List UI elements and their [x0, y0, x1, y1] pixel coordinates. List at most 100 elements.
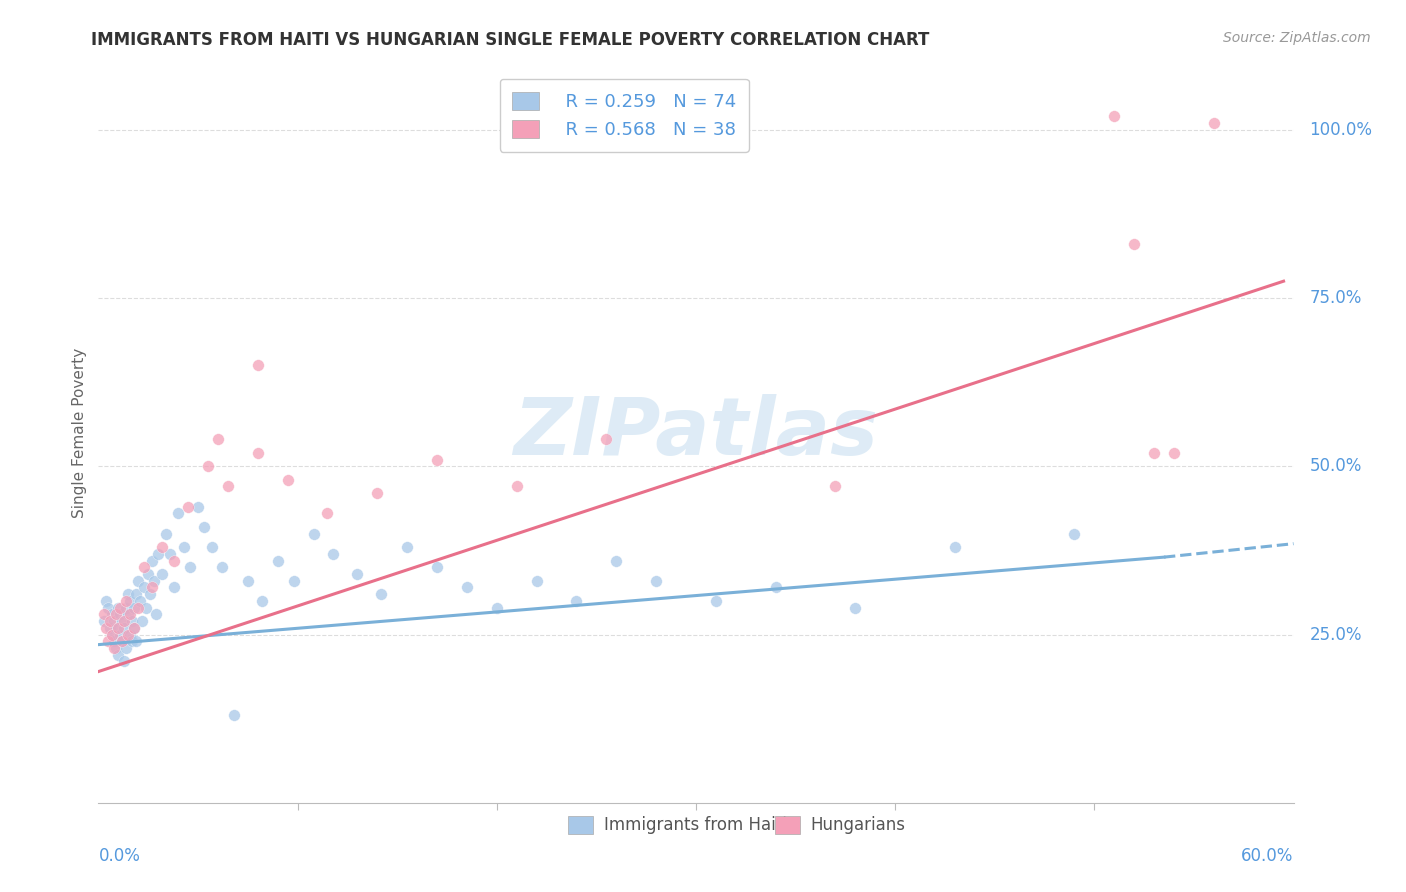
Point	[506, 479, 529, 493]
Point	[396, 540, 419, 554]
Point	[302, 526, 325, 541]
Point	[105, 607, 128, 622]
Point	[139, 587, 162, 601]
Text: IMMIGRANTS FROM HAITI VS HUNGARIAN SINGLE FEMALE POVERTY CORRELATION CHART: IMMIGRANTS FROM HAITI VS HUNGARIAN SINGL…	[91, 31, 929, 49]
Point	[120, 594, 142, 608]
Point	[1202, 116, 1225, 130]
Point	[565, 594, 588, 608]
Point	[526, 574, 548, 588]
Point	[124, 621, 146, 635]
Point	[704, 594, 727, 608]
Point	[107, 648, 129, 662]
Point	[111, 614, 134, 628]
Point	[127, 574, 149, 588]
Point	[179, 560, 201, 574]
Y-axis label: Single Female Poverty: Single Female Poverty	[72, 348, 87, 517]
Text: Hungarians: Hungarians	[810, 816, 905, 834]
Point	[456, 581, 478, 595]
Point	[110, 600, 132, 615]
Point	[485, 600, 508, 615]
Point	[105, 621, 128, 635]
Point	[110, 607, 132, 622]
Point	[366, 486, 388, 500]
Legend:   R = 0.259   N = 74,   R = 0.568   N = 38: R = 0.259 N = 74, R = 0.568 N = 38	[499, 78, 749, 152]
Text: 60.0%: 60.0%	[1241, 847, 1294, 865]
Point	[103, 614, 125, 628]
Point	[1123, 237, 1146, 252]
Point	[121, 614, 143, 628]
Point	[167, 507, 190, 521]
Point	[111, 634, 134, 648]
Point	[217, 479, 239, 493]
Point	[177, 500, 200, 514]
Point	[1063, 526, 1085, 541]
Point	[117, 627, 139, 641]
Point	[98, 621, 122, 635]
Point	[155, 526, 177, 541]
Point	[107, 600, 129, 615]
Text: 25.0%: 25.0%	[1309, 625, 1362, 643]
Text: Source: ZipAtlas.com: Source: ZipAtlas.com	[1223, 31, 1371, 45]
Point	[115, 640, 138, 655]
Point	[121, 634, 143, 648]
Point	[117, 607, 139, 622]
Point	[136, 566, 159, 581]
Point	[277, 473, 299, 487]
Point	[103, 634, 125, 648]
Point	[145, 607, 167, 622]
Point	[159, 547, 181, 561]
Point	[93, 607, 115, 622]
Point	[765, 581, 787, 595]
Point	[96, 594, 118, 608]
Text: 100.0%: 100.0%	[1309, 120, 1372, 139]
Point	[98, 614, 122, 628]
Point	[125, 634, 148, 648]
Point	[134, 581, 156, 595]
Point	[96, 621, 118, 635]
Point	[143, 574, 166, 588]
Point	[370, 587, 392, 601]
Point	[163, 581, 186, 595]
Point	[197, 459, 219, 474]
Point	[346, 566, 368, 581]
Point	[173, 540, 195, 554]
Point	[605, 553, 627, 567]
Point	[120, 627, 142, 641]
Point	[101, 607, 124, 622]
Point	[222, 708, 245, 723]
Point	[211, 560, 233, 574]
Point	[97, 634, 120, 648]
Point	[844, 600, 866, 615]
Point	[201, 540, 224, 554]
Text: 0.0%: 0.0%	[98, 847, 141, 865]
Point	[97, 600, 120, 615]
Point	[207, 433, 229, 447]
Point	[93, 614, 115, 628]
Point	[246, 359, 269, 373]
Text: 50.0%: 50.0%	[1309, 458, 1362, 475]
Point	[129, 594, 152, 608]
Point	[125, 587, 148, 601]
Point	[1163, 446, 1185, 460]
Point	[426, 452, 449, 467]
Point	[127, 600, 149, 615]
Point	[250, 594, 273, 608]
Point	[101, 627, 124, 641]
Point	[134, 560, 156, 574]
Point	[246, 446, 269, 460]
Point	[103, 640, 125, 655]
Point	[150, 566, 173, 581]
Point	[943, 540, 966, 554]
Point	[193, 520, 215, 534]
Point	[124, 600, 146, 615]
Point	[150, 540, 173, 554]
Text: Immigrants from Haiti: Immigrants from Haiti	[603, 816, 786, 834]
Point	[236, 574, 259, 588]
Point	[117, 587, 139, 601]
Point	[115, 594, 138, 608]
Point	[131, 614, 153, 628]
Point	[267, 553, 290, 567]
Point	[163, 553, 186, 567]
Point	[120, 607, 142, 622]
Point	[283, 574, 305, 588]
